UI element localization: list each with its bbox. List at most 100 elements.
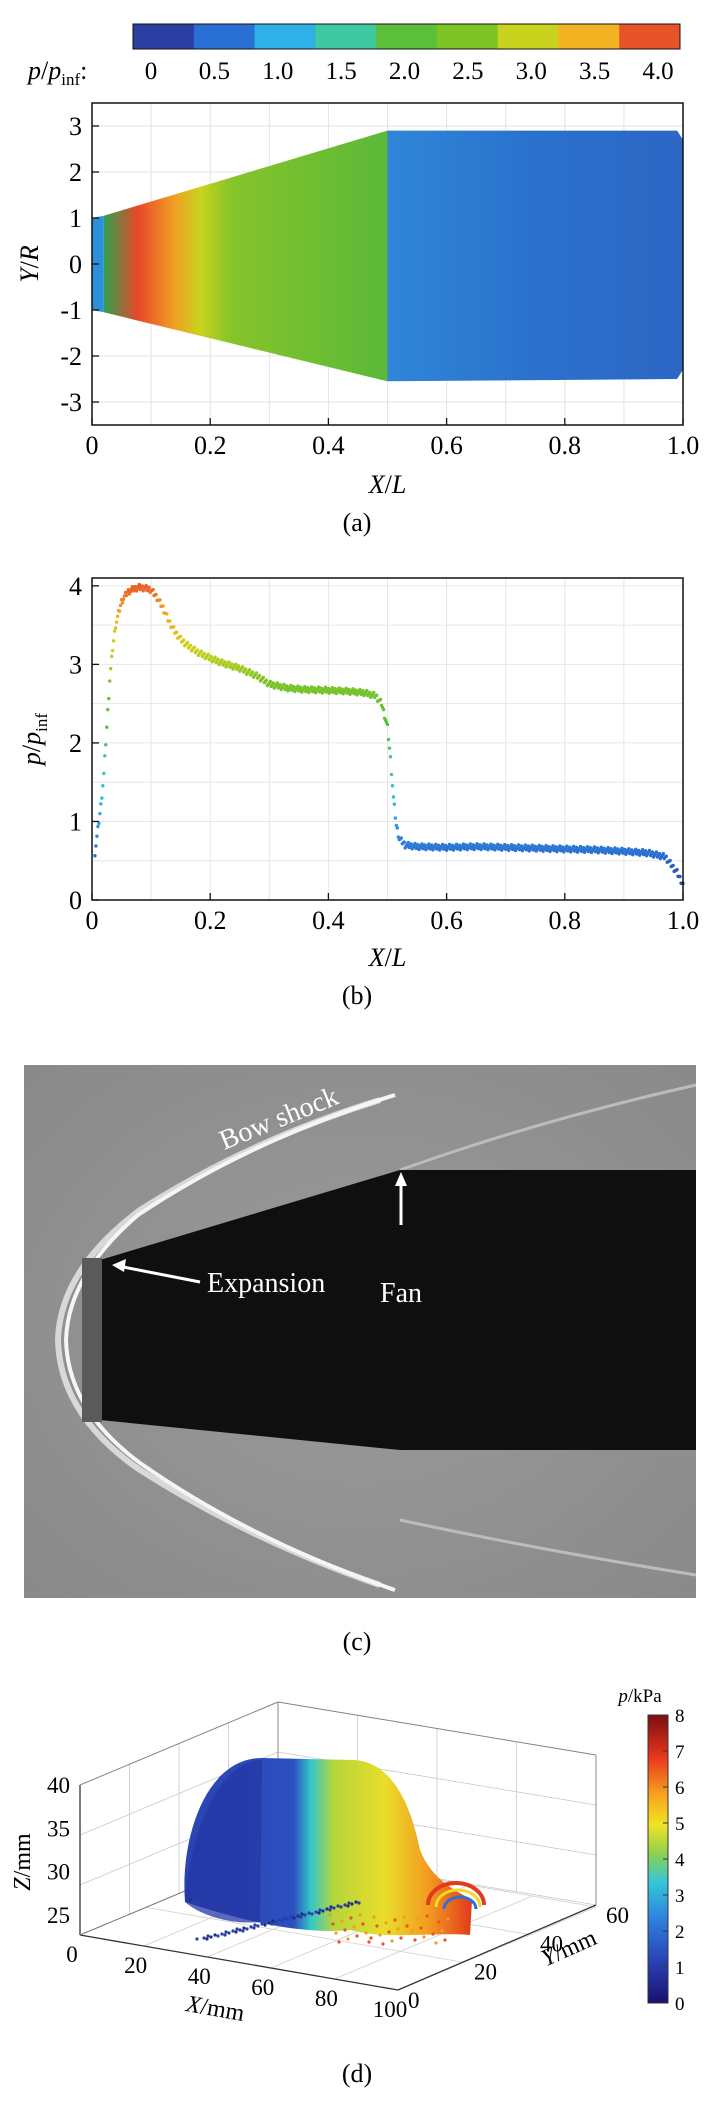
- scatter-b-point: [393, 816, 398, 820]
- colorbar-d-tick-label: 5: [675, 1814, 685, 1835]
- scatter-b-point: [101, 784, 105, 788]
- colorbar-d-title-unit: /kPa: [628, 1686, 662, 1707]
- axes-d-x-tick-label: 20: [124, 1953, 147, 1978]
- colorbar-a-tick-label: 3.0: [516, 58, 547, 85]
- axes-d-z-axis-label: Z/mm: [10, 1833, 36, 1891]
- scatter-b-y-tick-label: 0: [69, 886, 82, 915]
- scatter-b-point: [561, 845, 565, 849]
- model-body: [100, 1170, 696, 1450]
- panel-c-schlieren-photo: Bow shock Expansion Fan (c): [24, 1065, 697, 1656]
- colorbar-a-swatch-1: [193, 24, 256, 49]
- scatter-b-point: [124, 593, 129, 598]
- scatter-b-point: [102, 771, 106, 776]
- heatmap-a-y-axis-label: Y/R: [15, 245, 44, 283]
- annotation-fan: Fan: [380, 1278, 422, 1309]
- fan-shock-lower: [399, 1518, 697, 1577]
- axes-d-y-tick-label: 20: [474, 1960, 497, 1985]
- colorbar-a-swatch-3: [315, 24, 377, 49]
- scatter-b-point: [630, 848, 634, 852]
- colorbar-a-swatch-7: [558, 24, 620, 49]
- scatter-b-point: [434, 842, 438, 846]
- scatter-b-point: [675, 867, 679, 872]
- axes-d-x-axis-label: X/mm: [183, 1991, 247, 2027]
- colorbar-d-tick-label: 6: [675, 1778, 685, 1799]
- scatter-b-point: [104, 743, 108, 747]
- pressure-surface-scatter-point: [390, 1939, 394, 1943]
- scatter-b-point: [636, 848, 641, 853]
- pressure-surface-scatter-point: [235, 1927, 239, 1931]
- pressure-surface-scatter-point: [220, 1932, 224, 1936]
- scatter-b-point: [230, 662, 234, 666]
- pressure-surface-scatter-point: [249, 1925, 253, 1929]
- scatter-b-point: [368, 690, 372, 695]
- axes-d-y-axis: [397, 1904, 597, 1991]
- pressure-surface-scatter-point: [357, 1901, 361, 1905]
- scatter-b-y-axis-label-part: p: [17, 752, 46, 767]
- scatter-b-point: [306, 686, 310, 690]
- axes-d-y-tick-label: 0: [408, 1988, 420, 2013]
- heatmap-a-x-axis-label-part: /: [385, 470, 393, 499]
- scatter-b-point: [647, 848, 652, 853]
- colorbar-d-tick-label: 4: [675, 1850, 685, 1871]
- scatter-b-point: [271, 681, 275, 685]
- axes-d-x-tick-label: 0: [66, 1942, 78, 1967]
- scatter-b-point: [209, 654, 213, 659]
- pressure-surface-scatter-point: [428, 1923, 432, 1927]
- pressure-surface-shadow: [185, 1760, 262, 1923]
- scatter-b-point: [533, 844, 537, 848]
- scatter-b-point: [340, 687, 344, 691]
- pressure-surface-scatter-point: [332, 1906, 336, 1910]
- axes-d-edge: [79, 1701, 279, 1786]
- pressure-surface-scatter-point: [227, 1931, 231, 1935]
- scatter-b-point: [409, 842, 413, 846]
- scatter-b-y-tick-label: 2: [69, 729, 82, 758]
- scatter-b-point: [250, 670, 255, 674]
- scatter-b-point: [108, 679, 112, 683]
- scatter-b-point: [554, 845, 558, 849]
- scatter-b-x-tick-label: 0.8: [549, 906, 582, 935]
- pressure-surface-scatter-point: [206, 1934, 210, 1938]
- scatter-b-y-axis-label: p/pinf: [17, 713, 51, 767]
- scatter-b-x-axis-label-part: /: [385, 943, 393, 972]
- scatter-b-point: [323, 685, 328, 690]
- scatter-b-point: [112, 629, 117, 633]
- scatter-b-point: [420, 842, 424, 846]
- colorbar-a-tick-label: 3.5: [579, 58, 610, 85]
- pressure-surface-scatter-point: [419, 1926, 423, 1930]
- pressure-surface-scatter-point: [270, 1922, 274, 1926]
- scatter-b-point: [678, 874, 682, 879]
- heatmap-a-x-tick-label: 0.2: [194, 431, 227, 460]
- scatter-b-y-axis-label-part: /: [17, 744, 46, 752]
- scatter-b-point: [558, 844, 562, 848]
- scatter-b-point: [110, 648, 115, 653]
- scatter-b-point: [537, 843, 541, 848]
- pressure-surface-scatter-point: [213, 1933, 217, 1937]
- heatmap-a-x-axis-label-part: X: [368, 470, 386, 499]
- pressure-surface-scatter-point: [216, 1934, 220, 1938]
- scatter-b-point: [657, 851, 662, 856]
- scatter-b-point: [133, 584, 138, 589]
- pressure-surface-scatter-point: [260, 1922, 264, 1926]
- caption-d: (d): [342, 2059, 372, 2088]
- axes-d-x-tick-label: 80: [315, 1986, 338, 2011]
- scatter-b-point: [437, 843, 441, 847]
- pressure-surface-scatter-point: [256, 1924, 260, 1928]
- scatter-b-point: [447, 842, 452, 847]
- heatmap-a-y-tick-label: -1: [60, 296, 82, 325]
- pressure-surface-scatter-point: [245, 1927, 249, 1931]
- heatmap-a-x-tick-label: 0.4: [312, 431, 345, 460]
- scatter-b-point: [581, 845, 586, 850]
- scatter-b-x-tick-label: 0.6: [430, 906, 463, 935]
- bow-shock-bright: [63, 1093, 396, 1592]
- scatter-b-x-axis-label-part: X: [368, 943, 386, 972]
- pressure-surface: [184, 1758, 486, 1946]
- colorbar-d-tick-label: 7: [675, 1742, 685, 1763]
- scatter-b-point: [499, 843, 503, 848]
- scatter-b-point: [578, 844, 583, 849]
- colorbar-a-swatch-2: [254, 24, 316, 49]
- pressure-surface-scatter-point: [384, 1921, 388, 1925]
- scatter-b-point: [443, 843, 448, 848]
- pressure-surface-scatter-point: [399, 1936, 403, 1940]
- pressure-surface-scatter-point: [437, 1920, 441, 1924]
